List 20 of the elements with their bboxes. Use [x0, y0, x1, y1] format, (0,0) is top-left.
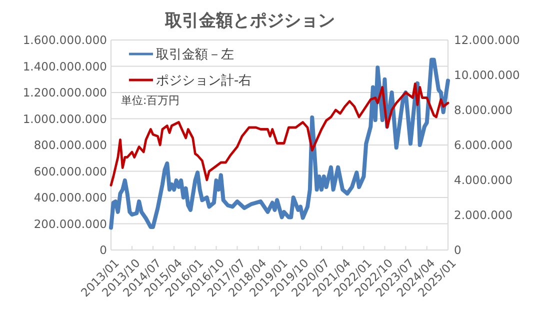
- y-tick-label: 400.000.000: [34, 190, 107, 204]
- y-tick-label: 1.000.000.000: [22, 112, 107, 126]
- legend-label: 取引金額－左: [156, 48, 234, 63]
- y2-tick-label: 4.000.000: [454, 173, 513, 187]
- y2-tick-label: 6.000.000: [454, 138, 513, 152]
- y2-tick-label: 0: [454, 243, 462, 257]
- y2-tick-label: 8.000.000: [454, 103, 513, 117]
- y-tick-label: 1.200.000.000: [22, 86, 107, 100]
- chart-title: 取引金額とポジション: [164, 11, 335, 31]
- y-tick-label: 800.000.000: [34, 138, 107, 152]
- y2-tick-label: 10.000.000: [454, 68, 520, 82]
- y-tick-label: 1.600.000.000: [22, 33, 107, 47]
- y-tick-label: 600.000.000: [34, 164, 107, 178]
- annotation: 単位:百万円: [121, 94, 180, 107]
- y2-tick-label: 12.000.000: [454, 33, 520, 47]
- y-tick-label: 1.400.000.000: [22, 59, 107, 74]
- legend-label: ポジション計-右: [156, 74, 252, 89]
- y-tick-label: 0: [100, 243, 107, 257]
- y2-tick-label: 2.000.000: [454, 208, 513, 222]
- y-tick-label: 200.000.000: [34, 216, 107, 231]
